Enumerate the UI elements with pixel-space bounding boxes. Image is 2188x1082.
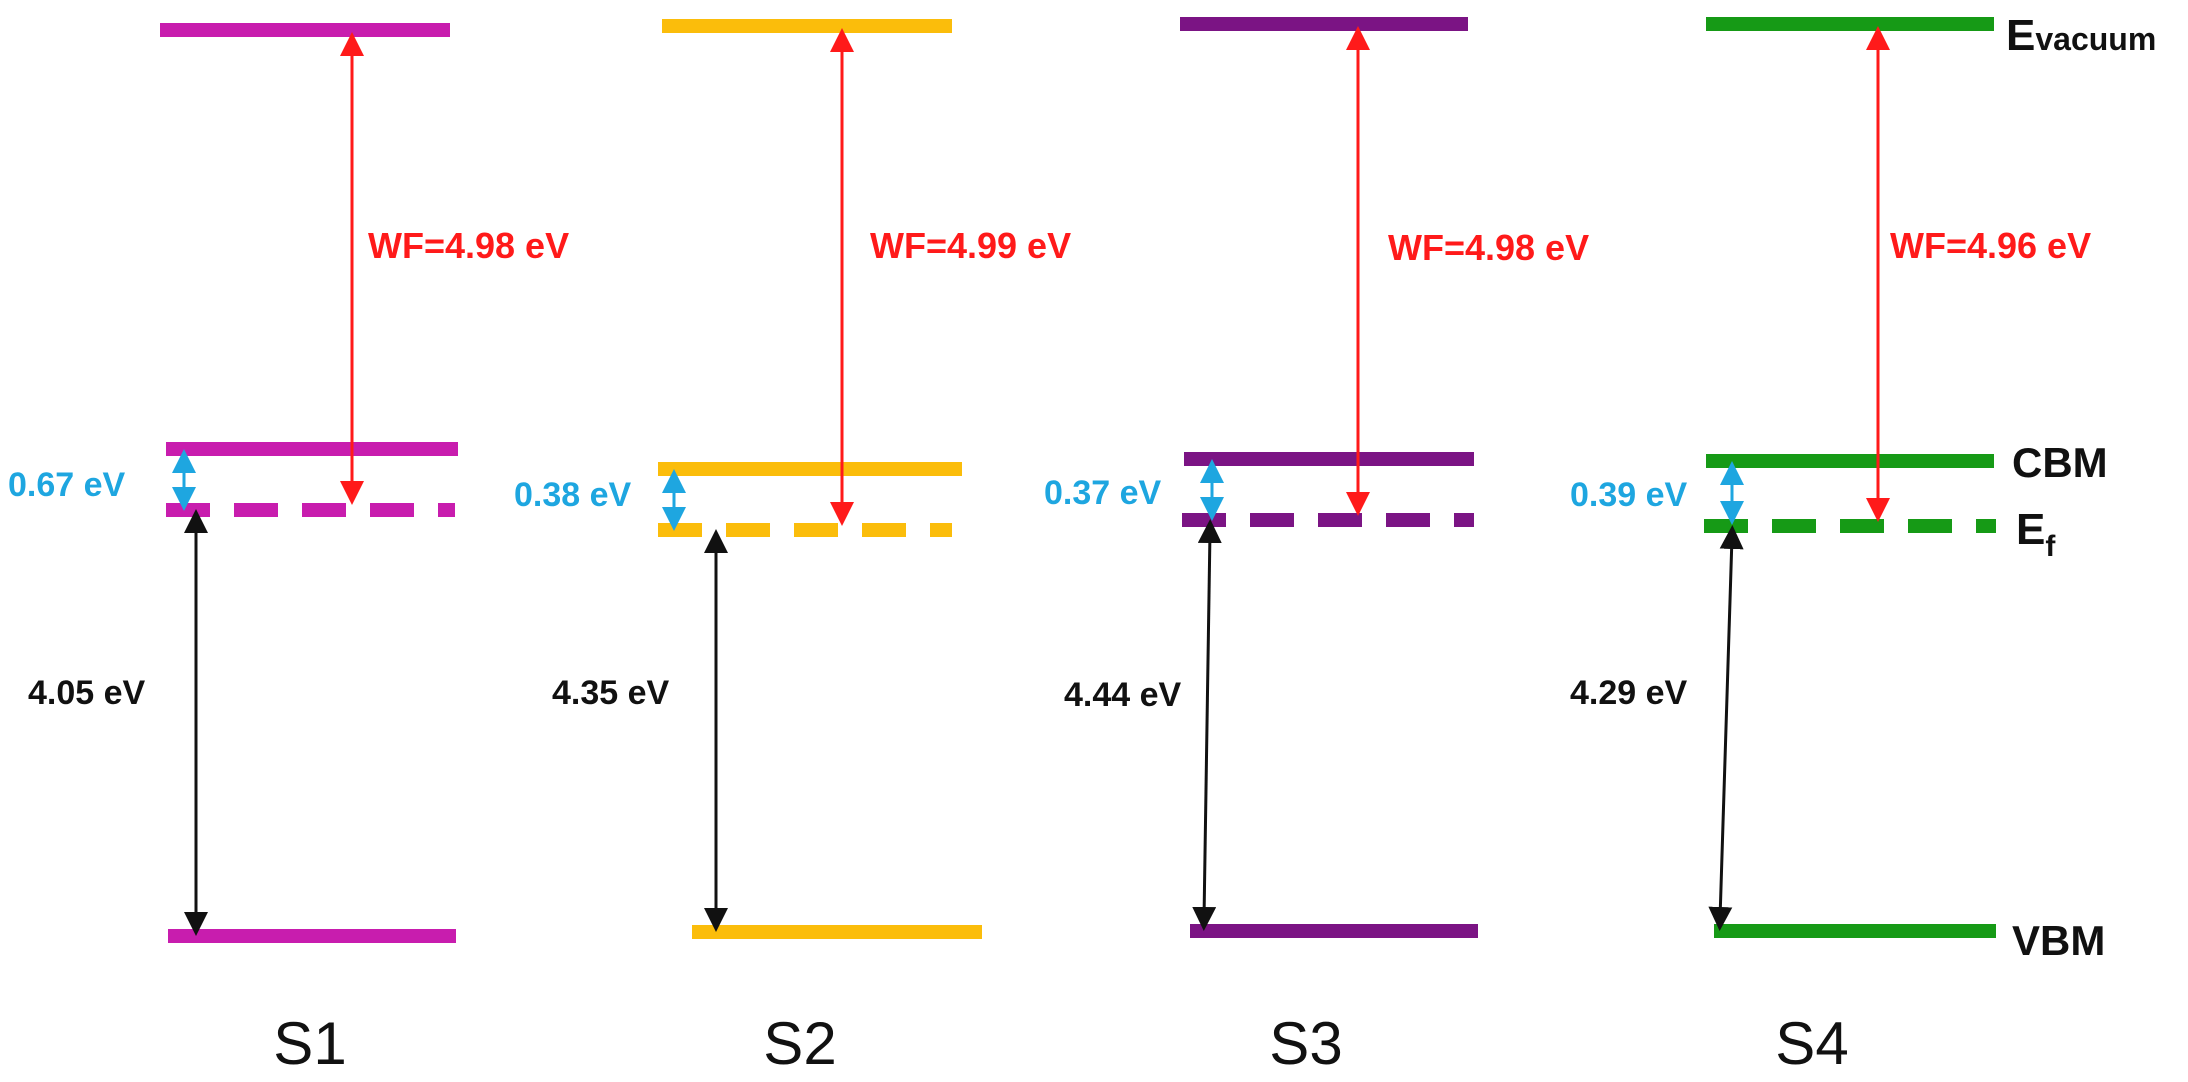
sample-s2: WF=4.99 eV 0.38 eV 4.35 eV S2 — [514, 19, 1071, 1077]
cbm-label: CBM — [2012, 439, 2108, 486]
sample-s4: WF=4.96 eV 0.39 eV 4.29 eV S4 — [1570, 17, 2091, 1077]
s3-band-gap-label: 4.44 eV — [1064, 676, 1182, 714]
s3-sample-label: S3 — [1269, 1010, 1342, 1077]
s2-fermi-cbm-gap-label: 0.38 eV — [514, 476, 632, 514]
sample-s3: WF=4.98 eV 0.37 eV 4.44 eV S3 — [1044, 17, 1589, 1077]
s4-sample-label: S4 — [1775, 1010, 1848, 1077]
s1-wf-label: WF=4.98 eV — [368, 225, 569, 266]
fermi-level-label: Ef — [2016, 505, 2056, 563]
s1-band-gap-label: 4.05 eV — [28, 674, 146, 712]
vbm-label: VBM — [2012, 917, 2105, 964]
vacuum-level-label-sub: vacuum — [2035, 21, 2156, 57]
level-labels: Evacuum CBM Ef VBM — [2006, 11, 2156, 964]
s3-wf-label: WF=4.98 eV — [1388, 227, 1589, 268]
s4-bandgap-arrow — [1708, 525, 1744, 931]
s1-fermi-cbm-gap-label: 0.67 eV — [8, 466, 126, 504]
s2-band-gap-label: 4.35 eV — [552, 674, 670, 712]
vacuum-level-label: Evacuum — [2006, 11, 2156, 60]
fermi-level-label-main: E — [2016, 505, 2045, 554]
s2-wf-label: WF=4.99 eV — [870, 225, 1071, 266]
s3-bandgap-arrow — [1192, 519, 1222, 931]
s3-fermi-cbm-gap-label: 0.37 eV — [1044, 474, 1162, 512]
s4-wf-label: WF=4.96 eV — [1890, 225, 2091, 266]
s2-sample-label: S2 — [763, 1010, 836, 1077]
vacuum-level-label-main: E — [2006, 11, 2035, 60]
s4-fermi-cbm-gap-label: 0.39 eV — [1570, 476, 1688, 514]
s1-sample-label: S1 — [273, 1010, 346, 1077]
s4-band-gap-label: 4.29 eV — [1570, 674, 1688, 712]
fermi-level-label-sub: f — [2045, 530, 2056, 563]
sample-s1: WF=4.98 eV 0.67 eV 4.05 eV S1 — [8, 23, 569, 1077]
